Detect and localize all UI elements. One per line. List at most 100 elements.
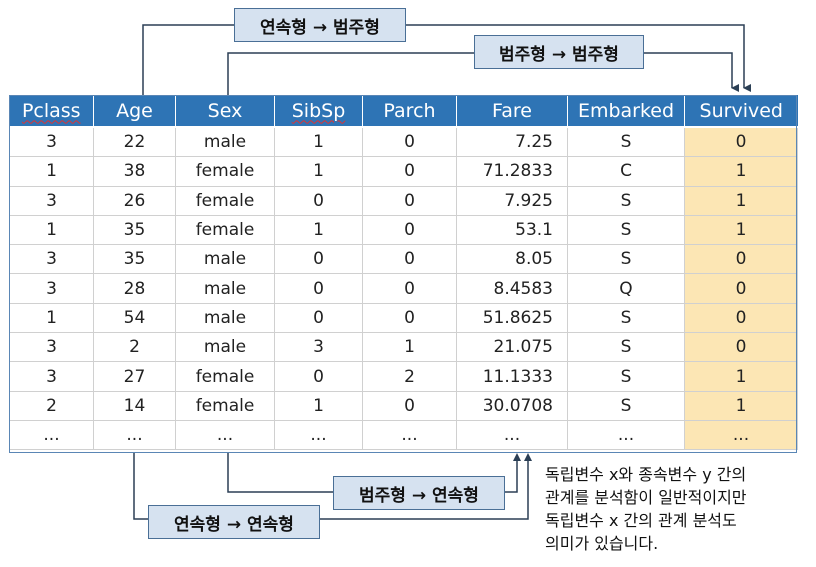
cell-fare: 71.2833: [456, 156, 568, 187]
column-header-age: Age: [93, 95, 176, 128]
cell-sibsp: 1: [274, 156, 363, 187]
cell-parch: 0: [362, 390, 457, 421]
cell-survived: ...: [684, 419, 798, 451]
cell-survived: 0: [684, 302, 798, 334]
cell-age: 35: [93, 244, 176, 275]
cell-sex: ...: [175, 419, 275, 451]
cell-fare: 21.075: [456, 332, 568, 363]
cell-sex: female: [175, 390, 275, 421]
table-row: 2 14 female 1 0 30.0708 S 1: [9, 390, 798, 421]
cell-pclass: 1: [9, 156, 94, 187]
cell-age: 22: [93, 126, 176, 158]
cell-fare: 7.25: [456, 126, 568, 158]
column-header-parch: Parch: [362, 95, 457, 128]
table-row: 1 35 female 1 0 53.1 S 1: [9, 214, 798, 246]
note-line: 관계를 분석함이 일반적이지만: [545, 488, 747, 507]
table-row: 3 27 female 0 2 11.1333 S 1: [9, 361, 798, 392]
cell-sex: female: [175, 214, 275, 246]
cell-sibsp: 3: [274, 332, 363, 363]
cell-sibsp: 0: [274, 302, 363, 334]
cell-parch: 0: [362, 214, 457, 246]
cell-sex: male: [175, 244, 275, 275]
cell-survived: 0: [684, 273, 798, 304]
cell-pclass: 3: [9, 126, 94, 158]
cell-sex: male: [175, 126, 275, 158]
cell-survived: 1: [684, 185, 798, 216]
cell-pclass: 3: [9, 185, 94, 216]
cell-fare: 30.0708: [456, 390, 568, 421]
table-row: ........................: [9, 419, 798, 451]
cell-sibsp: 0: [274, 185, 363, 216]
cell-survived: 1: [684, 214, 798, 246]
cell-survived: 0: [684, 244, 798, 275]
cell-age: 26: [93, 185, 176, 216]
cell-pclass: 3: [9, 273, 94, 304]
cell-parch: 0: [362, 185, 457, 216]
note-line: 독립변수 x와 종속변수 y 간의: [545, 465, 747, 484]
table-row: 1 54 male 0 0 51.8625 S 0: [9, 302, 798, 334]
connector-age-survived: [142, 24, 751, 95]
cell-sex: male: [175, 302, 275, 334]
cell-fare: 8.05: [456, 244, 568, 275]
cell-sibsp: 0: [274, 361, 363, 392]
note-line: 독립변수 x 간의 관계 분석도: [545, 511, 737, 530]
column-header-embarked: Embarked: [567, 95, 685, 128]
cell-survived: 0: [684, 332, 798, 363]
cell-parch: 0: [362, 273, 457, 304]
cell-pclass: 2: [9, 390, 94, 421]
cell-survived: 1: [684, 390, 798, 421]
cell-sex: female: [175, 156, 275, 187]
cell-embarked: S: [567, 185, 685, 216]
cell-parch: 0: [362, 244, 457, 275]
cell-age: 27: [93, 361, 176, 392]
table-row: 3 2 male 3 1 21.075 S 0: [9, 332, 798, 363]
callout-continuous-to-categorical: 연속형 → 범주형: [234, 8, 406, 42]
column-header-fare: Fare: [456, 95, 568, 128]
cell-embarked: S: [567, 126, 685, 158]
cell-fare: 8.4583: [456, 273, 568, 304]
cell-pclass: 3: [9, 361, 94, 392]
callout-continuous-to-continuous: 연속형 → 연속형: [148, 505, 320, 539]
cell-pclass: 3: [9, 332, 94, 363]
cell-age: 2: [93, 332, 176, 363]
cell-parch: 0: [362, 126, 457, 158]
cell-parch: ...: [362, 419, 457, 451]
cell-pclass: ...: [9, 419, 94, 451]
cell-fare: ...: [456, 419, 568, 451]
cell-embarked: S: [567, 302, 685, 334]
cell-parch: 0: [362, 302, 457, 334]
cell-age: ...: [93, 419, 176, 451]
callout-categorical-to-categorical: 범주형 → 범주형: [474, 35, 644, 69]
table-row: 1 38 female 1 0 71.2833 C 1: [9, 156, 798, 187]
cell-parch: 1: [362, 332, 457, 363]
table-header-row: Pclass Age Sex SibSp Parch Fare Embarked…: [9, 95, 798, 128]
titanic-data-table: Pclass Age Sex SibSp Parch Fare Embarked…: [9, 95, 798, 451]
cell-age: 14: [93, 390, 176, 421]
callout-categorical-to-continuous: 범주형 → 연속형: [333, 476, 505, 510]
connector-age-fare: [133, 453, 529, 520]
cell-sibsp: 1: [274, 214, 363, 246]
table-row: 3 22 male 1 0 7.25 S 0: [9, 126, 798, 158]
cell-embarked: S: [567, 332, 685, 363]
column-header-pclass: Pclass: [9, 95, 94, 128]
cell-sibsp: 1: [274, 390, 363, 421]
cell-embarked: S: [567, 214, 685, 246]
cell-age: 54: [93, 302, 176, 334]
explanatory-note: 독립변수 x와 종속변수 y 간의 관계를 분석함이 일반적이지만 독립변수 x…: [545, 463, 813, 555]
cell-embarked: S: [567, 361, 685, 392]
cell-sex: female: [175, 185, 275, 216]
cell-embarked: Q: [567, 273, 685, 304]
cell-survived: 0: [684, 126, 798, 158]
cell-sex: male: [175, 273, 275, 304]
cell-embarked: C: [567, 156, 685, 187]
cell-parch: 2: [362, 361, 457, 392]
cell-sex: male: [175, 332, 275, 363]
cell-survived: 1: [684, 156, 798, 187]
cell-fare: 53.1: [456, 214, 568, 246]
cell-embarked: S: [567, 244, 685, 275]
table-row: 3 28 male 0 0 8.4583 Q 0: [9, 273, 798, 304]
cell-sibsp: ...: [274, 419, 363, 451]
cell-sibsp: 1: [274, 126, 363, 158]
cell-fare: 7.925: [456, 185, 568, 216]
note-line: 의미가 있습니다.: [545, 534, 659, 553]
